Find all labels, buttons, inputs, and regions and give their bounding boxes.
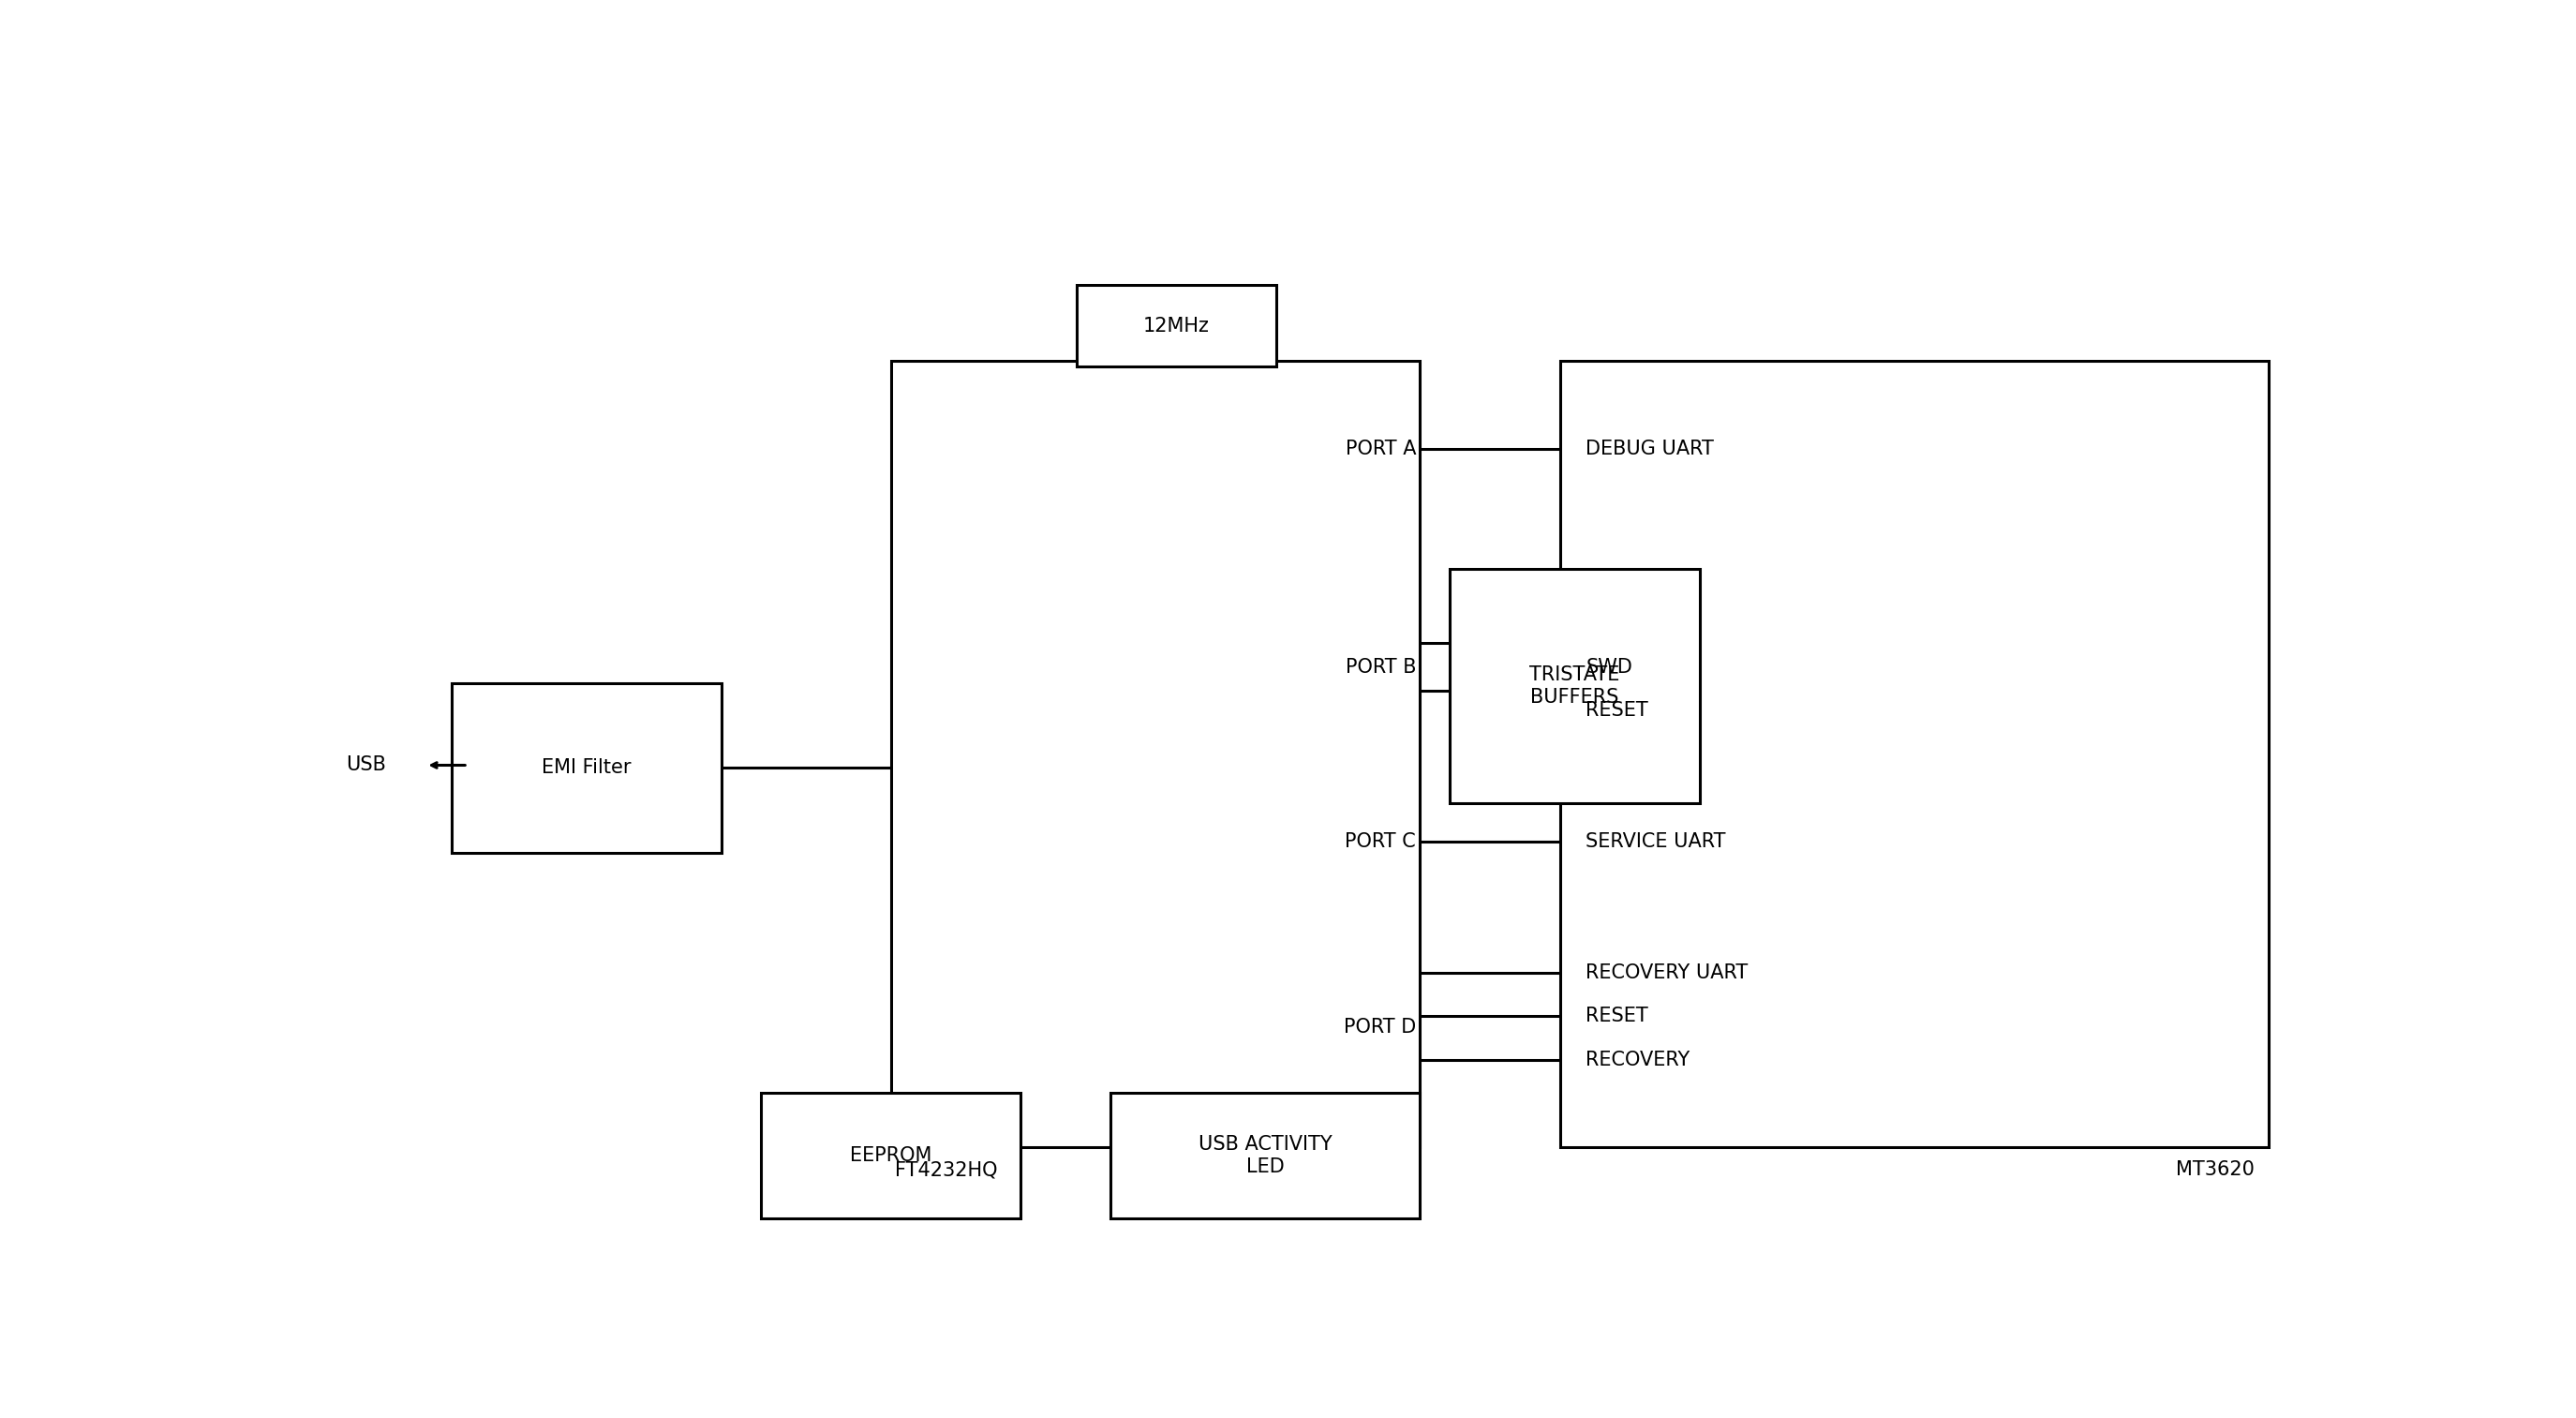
Text: 12MHz: 12MHz — [1144, 316, 1211, 335]
Text: RECOVERY UART: RECOVERY UART — [1587, 963, 1749, 983]
Text: EEPROM: EEPROM — [850, 1146, 933, 1166]
Text: RESET: RESET — [1587, 702, 1649, 720]
Text: RESET: RESET — [1587, 1007, 1649, 1025]
Text: PORT D: PORT D — [1345, 1018, 1417, 1037]
Bar — [1077, 285, 1275, 367]
Text: FT4232HQ: FT4232HQ — [894, 1160, 997, 1180]
Text: RECOVERY: RECOVERY — [1587, 1051, 1690, 1069]
Bar — [891, 362, 1419, 1147]
Bar — [451, 683, 721, 852]
Text: DEBUG UART: DEBUG UART — [1587, 440, 1713, 458]
Text: EMI Filter: EMI Filter — [541, 759, 631, 777]
Text: PORT B: PORT B — [1345, 658, 1417, 676]
Text: MT3620: MT3620 — [2177, 1160, 2254, 1180]
Text: USB: USB — [345, 756, 386, 774]
Text: SWD: SWD — [1587, 658, 1633, 676]
Text: USB ACTIVITY
LED: USB ACTIVITY LED — [1198, 1136, 1332, 1176]
Text: PORT A: PORT A — [1345, 440, 1417, 458]
Bar — [762, 1093, 1020, 1218]
Bar — [1558, 362, 2269, 1147]
Text: TRISTATE
BUFFERS: TRISTATE BUFFERS — [1530, 666, 1620, 706]
Text: SERVICE UART: SERVICE UART — [1587, 832, 1726, 851]
Text: PORT C: PORT C — [1345, 832, 1417, 851]
Bar — [1450, 569, 1700, 804]
Bar — [1110, 1093, 1419, 1218]
